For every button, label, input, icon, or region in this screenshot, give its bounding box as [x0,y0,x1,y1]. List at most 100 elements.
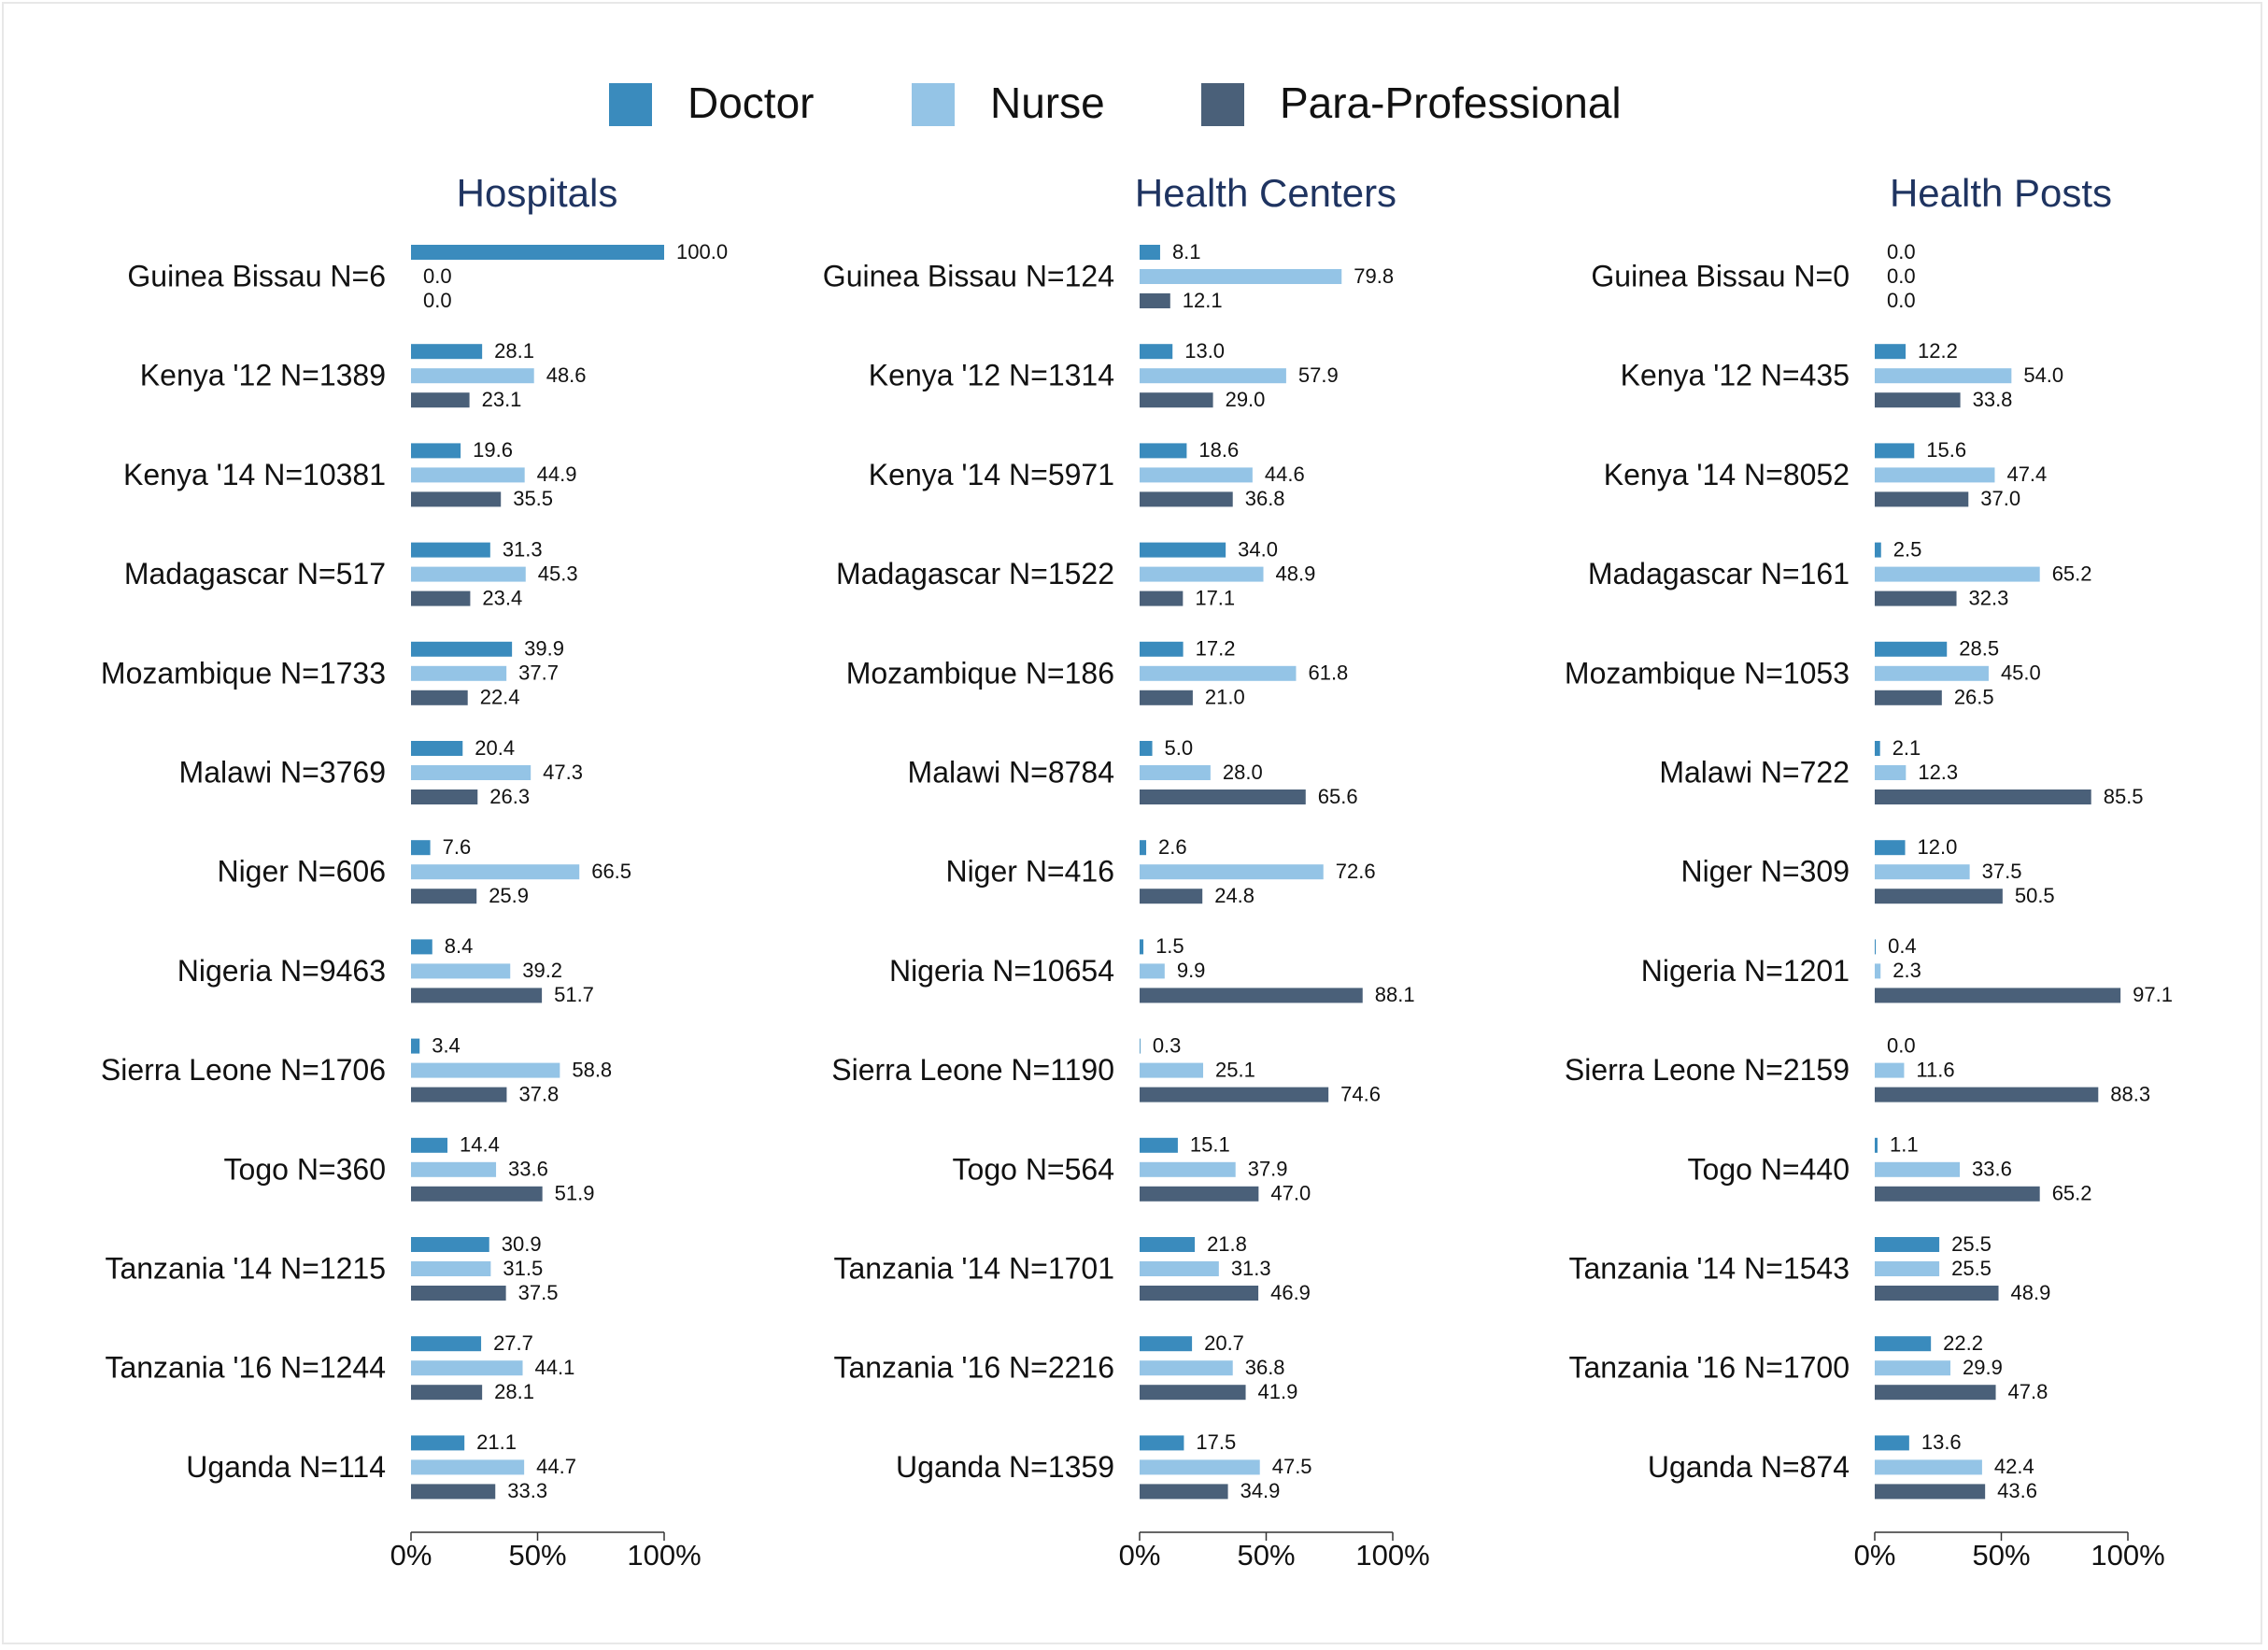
data-label-doctor: 13.6 [1921,1430,1962,1454]
data-label-doctor: 1.1 [1890,1133,1919,1157]
bar-para [1875,690,1942,705]
bar-doctor [1140,939,1144,955]
bar-doctor [1140,542,1226,558]
data-label-doctor: 17.2 [1196,637,1236,661]
data-label-doctor: 8.4 [445,934,474,958]
data-label-nurse: 31.5 [503,1257,543,1280]
data-label-doctor: 13.0 [1184,339,1225,363]
bar-para [411,690,468,705]
bar-para [1140,293,1170,308]
bar-doctor [1140,443,1187,459]
category-label: Uganda N=114 [186,1450,386,1484]
bar-doctor [1140,344,1173,360]
data-label-doctor: 2.5 [1893,537,1922,561]
data-label-para: 26.3 [489,785,530,808]
data-label-doctor: 7.6 [443,835,472,859]
data-label-para: 33.3 [507,1479,547,1502]
bar-nurse [1140,665,1297,681]
bar-para [1875,392,1961,408]
category-label: Niger N=416 [945,855,1114,889]
data-label-nurse: 33.6 [508,1158,548,1181]
category-label: Sierra Leone N=1706 [101,1053,386,1087]
bar-doctor [1875,344,1907,360]
bar-nurse [1140,269,1342,284]
data-label-para: 23.4 [482,586,522,609]
data-label-nurse: 58.8 [572,1058,612,1081]
bar-para [411,1186,543,1202]
data-label-para: 26.5 [1954,686,1994,709]
data-label-para: 29.0 [1226,388,1266,411]
data-label-para: 51.9 [555,1182,595,1205]
data-label-para: 17.1 [1195,586,1235,609]
data-label-doctor: 31.3 [503,537,543,561]
bar-doctor [1875,1435,1909,1451]
category-label: Uganda N=874 [1648,1450,1850,1484]
bar-para [1875,1385,1996,1401]
bar-para [1140,590,1184,606]
data-label-doctor: 15.1 [1190,1133,1230,1157]
data-label-doctor: 2.6 [1158,835,1187,859]
data-label-para: 88.1 [1375,983,1415,1006]
bar-doctor [1140,741,1153,756]
bar-doctor [411,1237,489,1252]
data-label-nurse: 0.0 [1887,264,1916,288]
data-label-para: 51.7 [554,983,594,1006]
data-label-nurse: 39.2 [522,959,562,982]
bar-nurse [1875,467,1995,483]
category-label: Togo N=440 [1688,1152,1850,1186]
data-label-doctor: 39.9 [524,637,564,661]
bar-doctor [1140,1137,1178,1153]
bar-doctor [1140,1435,1184,1451]
data-label-doctor: 0.0 [1887,240,1916,263]
panel-title: Health Centers [1135,171,1396,215]
bar-nurse [1140,467,1253,483]
bar-para [1875,889,2003,904]
bar-doctor [1140,1038,1141,1054]
data-label-para: 0.0 [423,289,452,312]
bar-doctor [411,939,432,955]
category-label: Malawi N=3769 [179,755,386,789]
bar-para [1140,1087,1329,1102]
data-label-para: 12.1 [1183,289,1223,312]
bar-nurse [411,963,511,979]
data-label-doctor: 21.8 [1207,1232,1247,1256]
bar-nurse [1875,864,1970,880]
category-label: Nigeria N=10654 [889,954,1114,988]
data-label-nurse: 29.9 [1963,1356,2003,1379]
data-label-para: 28.1 [494,1380,534,1403]
legend-swatch-para [1201,83,1244,126]
bar-para [1140,1484,1228,1500]
bar-doctor [411,1336,482,1352]
bar-nurse [1140,864,1324,880]
bar-para [1875,1087,2099,1102]
data-label-nurse: 2.3 [1892,959,1921,982]
data-label-para: 47.8 [2008,1380,2048,1403]
category-label: Kenya '12 N=1389 [140,359,386,392]
bar-nurse [1140,1459,1260,1475]
category-label: Malawi N=8784 [908,755,1114,789]
data-label-nurse: 0.0 [423,264,452,288]
bar-nurse [411,665,507,681]
bar-nurse [411,1261,491,1276]
bar-doctor [411,443,461,459]
legend-swatch-doctor [609,83,652,126]
category-label: Tanzania '16 N=1700 [1568,1351,1850,1385]
data-label-nurse: 31.3 [1231,1257,1271,1280]
bar-nurse [1875,1261,1940,1276]
data-label-para: 0.0 [1887,289,1916,312]
category-label: Tanzania '14 N=1543 [1568,1251,1850,1285]
bar-nurse [411,1062,560,1078]
x-tick-label: 0% [390,1539,432,1572]
category-label: Togo N=360 [224,1152,386,1186]
data-label-nurse: 65.2 [2052,562,2092,585]
data-label-para: 37.5 [518,1281,559,1304]
bar-doctor [411,344,483,360]
category-label: Sierra Leone N=1190 [831,1053,1114,1087]
bar-doctor [1875,741,1880,756]
bar-doctor [1875,939,1877,955]
bar-nurse [1875,368,2012,384]
bar-doctor [411,741,463,756]
data-label-nurse: 66.5 [591,860,631,883]
